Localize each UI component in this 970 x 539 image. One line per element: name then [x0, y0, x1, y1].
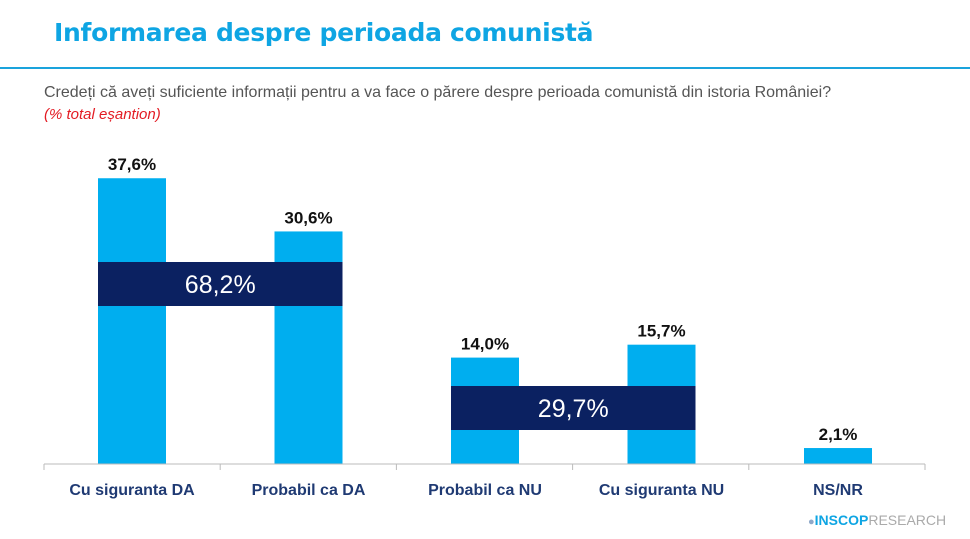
data-label: 14,0%	[461, 335, 509, 354]
inscop-logo: ●INSCOPRESEARCH	[808, 512, 946, 528]
group-total-label: 29,7%	[538, 395, 609, 423]
category-label: Probabil ca DA	[252, 482, 366, 499]
logo-suffix: RESEARCH	[868, 512, 947, 528]
data-label: 15,7%	[637, 322, 685, 341]
page-title: Informarea despre perioada comunistă	[54, 18, 594, 47]
sample-note: (% total eșantion)	[44, 106, 161, 123]
logo-brand: INSCOP	[814, 512, 869, 528]
bar	[804, 448, 872, 464]
category-label: Cu siguranta NU	[599, 482, 724, 499]
group-total-box	[98, 262, 343, 306]
data-label: 30,6%	[284, 208, 332, 227]
category-label: Cu siguranta DA	[69, 482, 195, 499]
group-total-label: 68,2%	[185, 271, 256, 299]
title-divider	[0, 67, 970, 69]
data-label: 2,1%	[819, 425, 858, 444]
question-text: Credeți că aveți suficiente informații p…	[44, 84, 832, 101]
bar	[98, 178, 166, 465]
category-label: Probabil ca NU	[428, 482, 542, 499]
logo-icon: ●	[808, 516, 815, 528]
group-total-box	[451, 386, 696, 430]
category-label: NS/NR	[813, 482, 863, 499]
data-label: 37,6%	[108, 155, 156, 174]
